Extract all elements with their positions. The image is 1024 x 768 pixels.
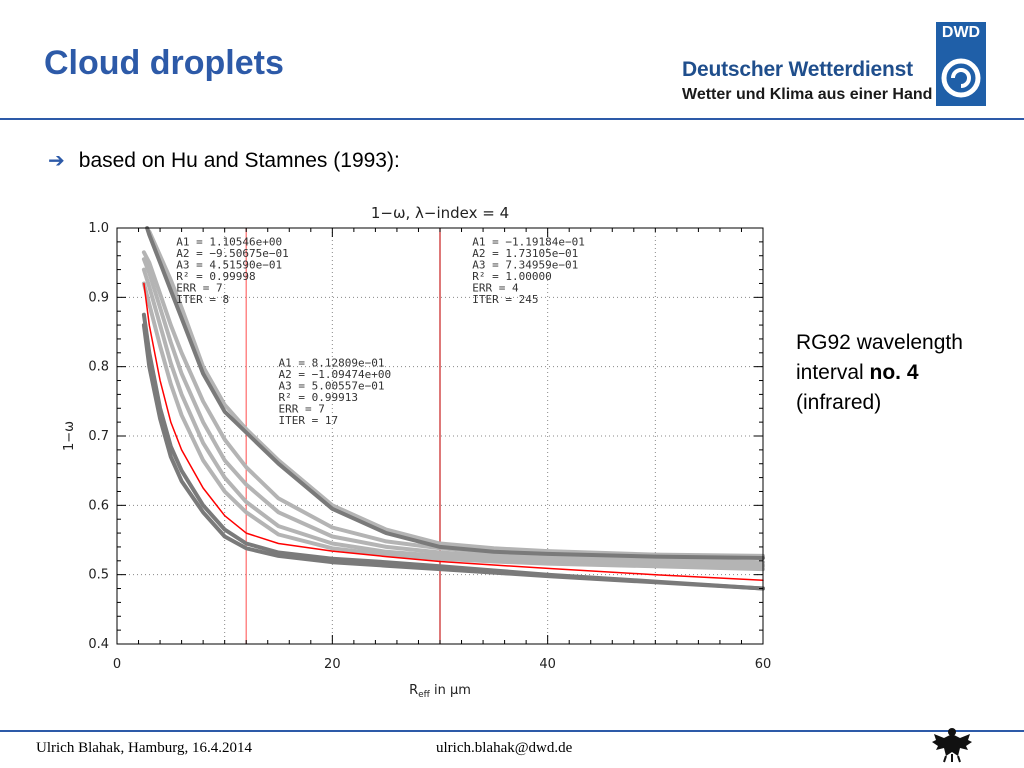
y-tick-label: 0.8 <box>88 360 109 375</box>
y-tick-label: 0.9 <box>88 290 109 305</box>
fit-parameter-line: A1 = −1.19184e−01 <box>472 235 585 248</box>
data-curve <box>141 250 765 565</box>
data-curve <box>141 267 765 569</box>
fit-parameter-line: ERR = 7 <box>279 403 325 416</box>
y-axis-label: 1−ω <box>62 421 77 451</box>
fit-parameter-line: A1 = 8.12809e−01 <box>279 357 385 370</box>
wavelength-note: RG92 wavelength interval no. 4 (infrared… <box>796 328 963 418</box>
x-tick-label: 40 <box>539 657 556 672</box>
header-divider <box>0 118 1024 120</box>
data-curve <box>141 281 765 572</box>
dwd-wordmark: Deutscher Wetterdienst Wetter und Klima … <box>682 58 932 104</box>
y-tick-label: 0.5 <box>88 568 109 583</box>
note-line-2: interval no. 4 <box>796 358 963 388</box>
dwd-logo <box>936 22 986 106</box>
chart: 1−ω, λ−index = 4 0 20 40 60 0.4 0.5 0.6 0.7 0.8 0.… <box>62 204 772 700</box>
x-tick-label: 0 <box>113 657 121 672</box>
bullet-item: ➔ based on Hu and Stamnes (1993): <box>48 148 400 173</box>
x-axis-label-main: R <box>409 683 418 698</box>
bullet-text: based on Hu and Stamnes (1993): <box>78 148 400 172</box>
y-tick-label: 0.6 <box>88 498 109 513</box>
footer-email: ulrich.blahak@dwd.de <box>436 740 573 756</box>
fit-parameter-line: ERR = 7 <box>176 281 222 294</box>
fit-parameter-line: ITER = 17 <box>279 414 339 427</box>
y-tick-label: 1.0 <box>88 221 109 236</box>
chart-title: 1−ω, λ−index = 4 <box>371 204 509 222</box>
fit-parameter-line: R² = 1.00000 <box>472 270 551 283</box>
fit-curve <box>143 282 764 581</box>
dwd-abbr: DWD <box>941 24 981 41</box>
fit-parameter-line: A1 = 1.10546e+00 <box>176 235 282 248</box>
right-arrow-icon: ➔ <box>48 150 65 172</box>
fit-parameter-line: A3 = 5.00557e−01 <box>279 380 385 393</box>
x-tick-label: 60 <box>755 657 772 672</box>
note-line-2-prefix: interval <box>796 361 870 384</box>
data-curve <box>147 229 765 558</box>
note-line-1: RG92 wavelength <box>796 331 963 354</box>
note-line-2-bold: no. 4 <box>869 361 919 384</box>
fit-parameter-line: A2 = 1.73105e−01 <box>472 247 578 260</box>
fit-parameter-line: A3 = 4.51590e−01 <box>176 258 282 271</box>
federal-eagle-icon <box>932 728 972 763</box>
y-tick-label: 0.4 <box>88 637 109 652</box>
fit-parameter-line: A2 = −9.50675e−01 <box>176 247 289 260</box>
footer-divider <box>0 730 1024 732</box>
dwd-swirl-icon <box>941 58 981 98</box>
dwd-slogan: Wetter und Klima aus einer Hand <box>682 86 933 103</box>
x-axis-label-tail: in μm <box>430 683 471 698</box>
note-line-3: (infrared) <box>796 391 882 414</box>
fit-parameter-line: ITER = 8 <box>176 293 229 306</box>
x-axis-label: Reff in μm <box>409 683 471 700</box>
data-curve <box>141 323 765 591</box>
fit-parameter-line: R² = 0.99998 <box>176 270 255 283</box>
fit-parameter-line: ERR = 4 <box>472 281 519 294</box>
data-curve <box>145 226 765 560</box>
fit-parameter-line: ITER = 245 <box>472 293 538 306</box>
data-curve <box>141 257 765 567</box>
fit-parameter-line: A2 = −1.09474e+00 <box>279 368 392 381</box>
x-tick-label: 20 <box>324 657 341 672</box>
y-tick-label: 0.7 <box>88 429 109 444</box>
slide-title: Cloud droplets <box>44 44 284 82</box>
fit-parameter-line: R² = 0.99913 <box>279 391 358 404</box>
x-axis-label-sub: eff <box>418 690 431 700</box>
dwd-name: Deutscher Wetterdienst <box>682 58 913 81</box>
footer-author: Ulrich Blahak, Hamburg, 16.4.2014 <box>36 740 252 756</box>
fit-parameter-line: A3 = 7.34959e−01 <box>472 258 578 271</box>
